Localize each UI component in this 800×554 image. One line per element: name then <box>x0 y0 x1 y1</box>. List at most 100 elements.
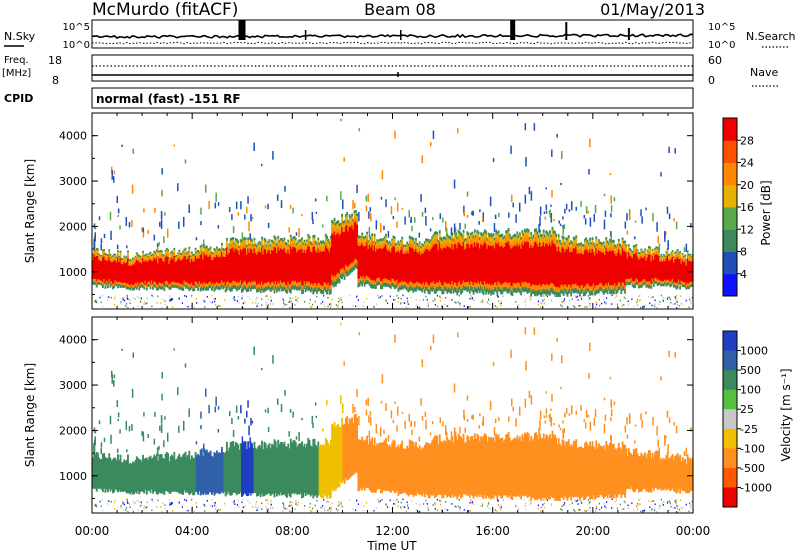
power-sparse-echo <box>352 199 354 210</box>
power-sparse-echo <box>530 191 533 201</box>
power-cell <box>497 233 500 238</box>
power-cell <box>619 249 621 253</box>
power-cell <box>108 281 111 285</box>
power-sparse-echo <box>184 159 187 164</box>
power-cell <box>150 254 153 257</box>
velocity-cell <box>395 447 397 493</box>
power-cell <box>346 271 349 277</box>
power-cell <box>422 282 425 287</box>
power-cell <box>147 282 149 285</box>
power-cell <box>557 286 560 292</box>
power-cell <box>150 280 153 283</box>
velocity-sparse-echo <box>464 427 467 433</box>
power-cell <box>512 246 515 283</box>
velocity-sparse-echo <box>466 418 469 422</box>
power-cell <box>341 213 344 218</box>
power-cell <box>490 290 493 296</box>
power-cell <box>492 245 495 286</box>
power-cell <box>455 283 457 288</box>
power-cell <box>309 288 312 293</box>
power-cell <box>194 284 197 288</box>
velocity-ground-speckle <box>500 506 502 509</box>
power-cell <box>609 245 611 250</box>
power-ground-speckle <box>574 295 576 297</box>
power-sparse-echo <box>610 231 613 242</box>
power-cell <box>630 256 633 278</box>
velocity-cell <box>256 449 258 497</box>
power-cell <box>584 291 586 296</box>
power-cell <box>690 281 693 285</box>
power-cell <box>328 290 331 295</box>
velocity-cell <box>483 433 486 495</box>
power-cell <box>644 279 647 283</box>
power-cell <box>416 281 419 286</box>
power-cell <box>626 279 629 282</box>
power-cell <box>636 279 639 283</box>
velocity-cell <box>518 436 521 498</box>
power-cell <box>123 284 126 288</box>
power-cell <box>392 238 395 242</box>
power-cell <box>537 285 540 290</box>
power-cell <box>457 242 460 283</box>
power-cell <box>252 246 255 250</box>
power-cell <box>515 288 518 293</box>
power-cell <box>93 281 96 285</box>
power-cell <box>308 281 311 286</box>
power-cell <box>440 239 442 244</box>
power-cell <box>248 252 251 282</box>
power-cell <box>476 233 479 238</box>
velocity-cell <box>147 459 149 492</box>
velocity-ground-speckle <box>132 500 134 503</box>
velocity-cell <box>602 445 605 499</box>
power-cell <box>605 239 608 244</box>
power-cell <box>447 235 450 239</box>
power-cell <box>338 235 341 274</box>
power-cell <box>667 282 670 285</box>
velocity-ground-speckle <box>215 508 217 510</box>
power-cell <box>323 286 326 291</box>
velocity-sparse-echo <box>295 436 298 440</box>
velocity-ground-speckle <box>184 499 186 501</box>
velocity-cell <box>104 456 107 493</box>
power-cell <box>137 257 139 261</box>
y-tick-label: 2000 <box>59 220 87 233</box>
power-ground-speckle <box>145 302 147 305</box>
velocity-sparse-echo <box>161 393 163 401</box>
velocity-cell <box>420 450 422 495</box>
power-cell <box>301 289 303 295</box>
power-cell <box>659 282 662 285</box>
power-colorbar-swatch <box>723 207 737 230</box>
power-cell <box>415 287 417 292</box>
power-cell <box>581 246 584 251</box>
power-sparse-echo <box>664 232 666 242</box>
power-cell <box>471 243 474 283</box>
power-cell <box>307 240 310 246</box>
power-cell <box>400 249 402 283</box>
velocity-ground-speckle <box>575 500 577 503</box>
power-cell <box>128 287 131 290</box>
velocity-ground-speckle <box>244 505 246 508</box>
power-cell <box>508 236 511 241</box>
power-cell <box>337 272 340 278</box>
power-sparse-echo <box>571 201 573 211</box>
power-ground-speckle <box>688 298 691 301</box>
power-cell <box>630 253 633 257</box>
velocity-cell <box>384 437 387 491</box>
velocity-sparse-echo <box>288 431 290 437</box>
velocity-ground-speckle <box>169 499 171 501</box>
power-cell <box>599 241 601 245</box>
power-cell <box>556 242 559 247</box>
power-cell <box>483 286 486 291</box>
velocity-cell <box>544 438 546 499</box>
velocity-sparse-echo <box>280 404 283 413</box>
velocity-cell <box>149 455 152 494</box>
power-cell <box>94 254 97 257</box>
power-cell <box>311 242 313 246</box>
power-cell <box>222 250 225 254</box>
power-cell <box>107 285 109 289</box>
power-cell <box>585 289 588 294</box>
power-ground-speckle <box>436 305 439 308</box>
power-sparse-echo <box>538 223 540 233</box>
power-cell <box>508 282 511 287</box>
